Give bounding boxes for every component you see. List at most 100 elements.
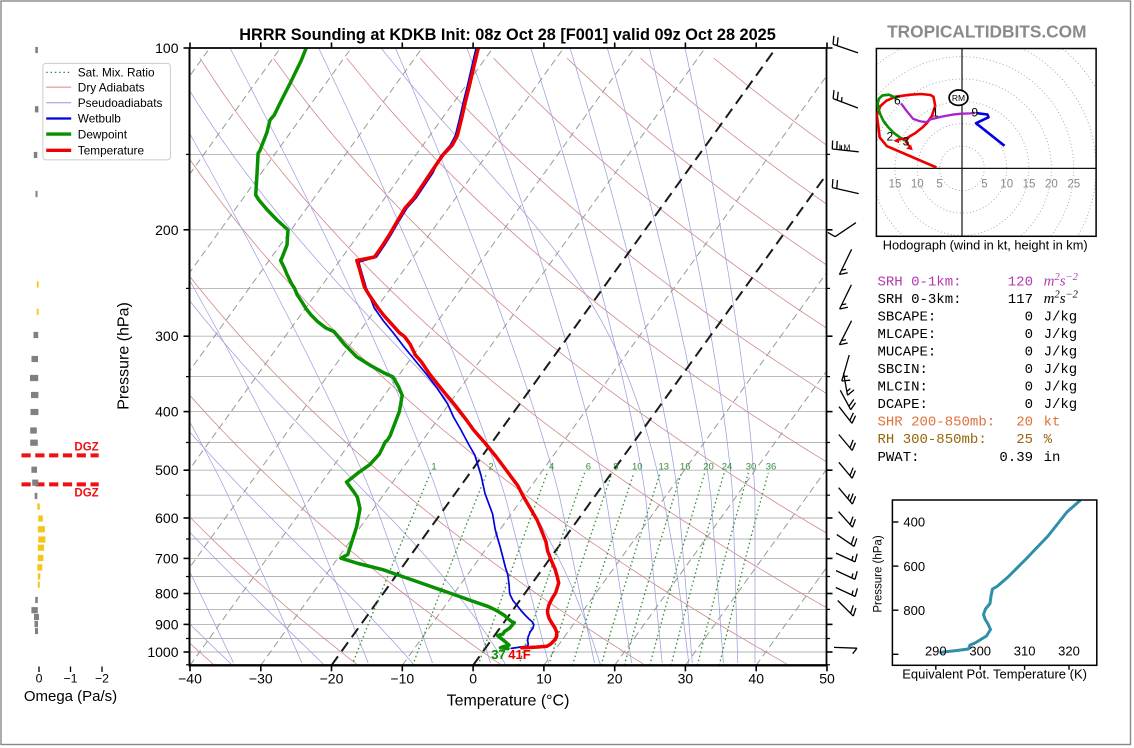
svg-text:Temperature (°C): Temperature (°C) bbox=[447, 693, 570, 710]
svg-text:30: 30 bbox=[746, 461, 757, 472]
svg-text:310: 310 bbox=[1014, 643, 1036, 658]
svg-text:0: 0 bbox=[36, 672, 43, 686]
svg-text:400: 400 bbox=[155, 404, 179, 420]
svg-text:m2s−2: m2s−2 bbox=[1044, 272, 1079, 290]
svg-text:10: 10 bbox=[536, 671, 552, 687]
svg-text:400: 400 bbox=[903, 515, 925, 530]
svg-text:40: 40 bbox=[748, 671, 764, 687]
svg-text:2: 2 bbox=[488, 461, 493, 472]
svg-text:200: 200 bbox=[155, 222, 179, 238]
svg-text:3: 3 bbox=[903, 135, 910, 149]
svg-text:Wetbulb: Wetbulb bbox=[78, 112, 122, 126]
svg-text:5: 5 bbox=[981, 178, 987, 190]
svg-text:SBCIN:: SBCIN: bbox=[878, 362, 928, 378]
svg-text:300: 300 bbox=[969, 643, 991, 658]
svg-text:10: 10 bbox=[911, 178, 924, 190]
svg-text:800: 800 bbox=[155, 586, 179, 602]
svg-text:600: 600 bbox=[155, 510, 179, 526]
svg-text:DGZ: DGZ bbox=[74, 441, 98, 453]
svg-text:9: 9 bbox=[971, 106, 978, 120]
svg-text:−40: −40 bbox=[178, 671, 202, 687]
svg-text:300: 300 bbox=[155, 328, 179, 344]
svg-text:J/kg: J/kg bbox=[1044, 397, 1078, 413]
svg-text:100: 100 bbox=[155, 40, 179, 56]
svg-text:800: 800 bbox=[903, 603, 925, 618]
svg-text:m2s−2: m2s−2 bbox=[1044, 289, 1079, 307]
svg-text:SRH 0-3km:: SRH 0-3km: bbox=[878, 292, 962, 308]
svg-text:−1: −1 bbox=[63, 672, 77, 686]
svg-text:LM: LM bbox=[839, 143, 851, 153]
svg-text:MLCIN:: MLCIN: bbox=[878, 380, 928, 396]
svg-text:0: 0 bbox=[1025, 380, 1033, 396]
svg-text:290: 290 bbox=[925, 643, 947, 658]
svg-text:Pressure (hPa): Pressure (hPa) bbox=[116, 302, 133, 410]
svg-text:5: 5 bbox=[936, 178, 942, 190]
svg-text:DCAPE:: DCAPE: bbox=[878, 397, 928, 413]
svg-text:RM: RM bbox=[952, 93, 965, 103]
svg-text:117: 117 bbox=[1008, 292, 1033, 308]
svg-text:Dry Adiabats: Dry Adiabats bbox=[78, 80, 145, 94]
svg-text:6: 6 bbox=[894, 93, 901, 107]
svg-text:Pseudoadiabats: Pseudoadiabats bbox=[78, 96, 163, 110]
svg-text:900: 900 bbox=[155, 616, 179, 632]
svg-text:10: 10 bbox=[1000, 178, 1013, 190]
svg-text:1000: 1000 bbox=[147, 644, 178, 660]
svg-text:120: 120 bbox=[1008, 274, 1033, 290]
svg-text:24: 24 bbox=[722, 461, 733, 472]
svg-text:1: 1 bbox=[932, 105, 939, 119]
svg-text:MUCAPE:: MUCAPE: bbox=[878, 345, 937, 361]
svg-text:1: 1 bbox=[431, 461, 436, 472]
svg-text:Temperature: Temperature bbox=[78, 144, 145, 158]
svg-text:36: 36 bbox=[766, 461, 777, 472]
svg-text:15: 15 bbox=[889, 178, 902, 190]
svg-text:kt: kt bbox=[1044, 415, 1061, 431]
svg-text:20: 20 bbox=[1045, 178, 1058, 190]
svg-text:0: 0 bbox=[1025, 362, 1033, 378]
svg-text:13: 13 bbox=[659, 461, 670, 472]
svg-text:700: 700 bbox=[155, 550, 179, 566]
svg-text:50: 50 bbox=[819, 671, 835, 687]
svg-text:TROPICALTIDBITS.COM: TROPICALTIDBITS.COM bbox=[887, 22, 1086, 42]
svg-text:DGZ: DGZ bbox=[74, 488, 98, 500]
svg-text:−2: −2 bbox=[95, 672, 109, 686]
svg-text:500: 500 bbox=[155, 462, 179, 478]
svg-text:MLCAPE:: MLCAPE: bbox=[878, 327, 937, 343]
svg-text:J/kg: J/kg bbox=[1044, 380, 1078, 396]
svg-text:J/kg: J/kg bbox=[1044, 309, 1078, 325]
svg-text:−30: −30 bbox=[249, 671, 273, 687]
svg-text:0: 0 bbox=[1025, 309, 1033, 325]
svg-text:30: 30 bbox=[678, 671, 694, 687]
svg-text:0: 0 bbox=[1025, 397, 1033, 413]
svg-text:−10: −10 bbox=[390, 671, 414, 687]
svg-text:41F: 41F bbox=[508, 647, 530, 662]
svg-text:0.39: 0.39 bbox=[999, 450, 1033, 466]
svg-text:SBCAPE:: SBCAPE: bbox=[878, 309, 937, 325]
svg-text:Hodograph (wind in kt, height: Hodograph (wind in kt, height in km) bbox=[883, 238, 1088, 253]
svg-text:20: 20 bbox=[1016, 415, 1033, 431]
svg-text:8: 8 bbox=[613, 461, 618, 472]
svg-text:25: 25 bbox=[1067, 178, 1080, 190]
svg-text:10: 10 bbox=[632, 461, 643, 472]
svg-text:Dewpoint: Dewpoint bbox=[78, 127, 128, 141]
svg-text:Sat. Mix. Ratio: Sat. Mix. Ratio bbox=[78, 66, 155, 80]
svg-text:20: 20 bbox=[703, 461, 714, 472]
svg-text:320: 320 bbox=[1058, 643, 1080, 658]
svg-text:Equivalent Pot. Temperature (K: Equivalent Pot. Temperature (K) bbox=[902, 667, 1087, 682]
svg-text:PWAT:: PWAT: bbox=[878, 450, 920, 466]
svg-text:600: 600 bbox=[903, 559, 925, 574]
svg-text:%: % bbox=[1044, 432, 1053, 448]
svg-text:0: 0 bbox=[469, 671, 477, 687]
svg-text:RH 300-850mb:: RH 300-850mb: bbox=[878, 432, 987, 448]
svg-text:−20: −20 bbox=[320, 671, 344, 687]
svg-text:in: in bbox=[1044, 450, 1061, 466]
svg-text:SHR 200-850mb:: SHR 200-850mb: bbox=[878, 415, 996, 431]
svg-text:0: 0 bbox=[1025, 345, 1033, 361]
svg-text:15: 15 bbox=[1023, 178, 1036, 190]
svg-text:Omega (Pa/s): Omega (Pa/s) bbox=[24, 688, 117, 705]
svg-text:J/kg: J/kg bbox=[1044, 345, 1078, 361]
svg-text:J/kg: J/kg bbox=[1044, 327, 1078, 343]
svg-text:2: 2 bbox=[886, 129, 893, 143]
svg-text:6: 6 bbox=[586, 461, 591, 472]
svg-text:J/kg: J/kg bbox=[1044, 362, 1078, 378]
svg-text:HRRR Sounding at KDKB Init: 08: HRRR Sounding at KDKB Init: 08z Oct 28 [… bbox=[239, 26, 776, 44]
